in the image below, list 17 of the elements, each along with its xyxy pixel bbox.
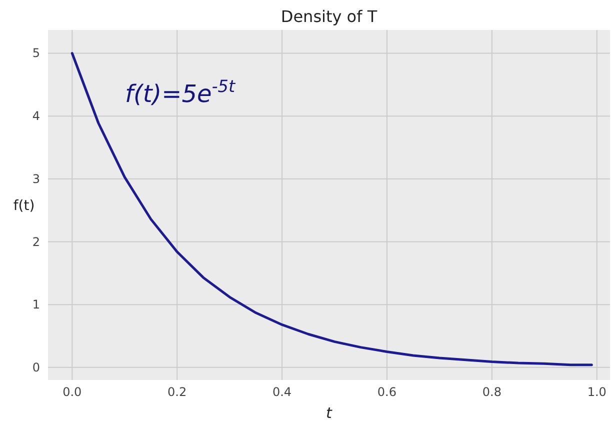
y-tick-label: 0 [32,360,40,374]
y-tick-label: 1 [32,298,40,312]
x-tick-label: 0.6 [377,385,397,399]
x-axis-title: t [326,404,334,422]
x-tick-label: 0.0 [62,385,82,399]
y-tick-label: 4 [32,109,40,124]
chart-title: Density of T [280,7,378,26]
y-axis-title: f(t) [13,198,35,214]
y-tick-label: 3 [32,172,40,186]
x-tick-label: 0.4 [272,385,292,399]
line-series [70,52,593,366]
x-tick-label: 0.2 [168,385,187,399]
annotation: f(t)=5e$^{-5t}$ [125,76,236,108]
y-tick-label: 2 [32,234,40,249]
x-tick-label: 0.8 [482,385,502,399]
y-tick-label: 5 [32,46,40,60]
x-tick-label: 1.0 [587,385,606,399]
